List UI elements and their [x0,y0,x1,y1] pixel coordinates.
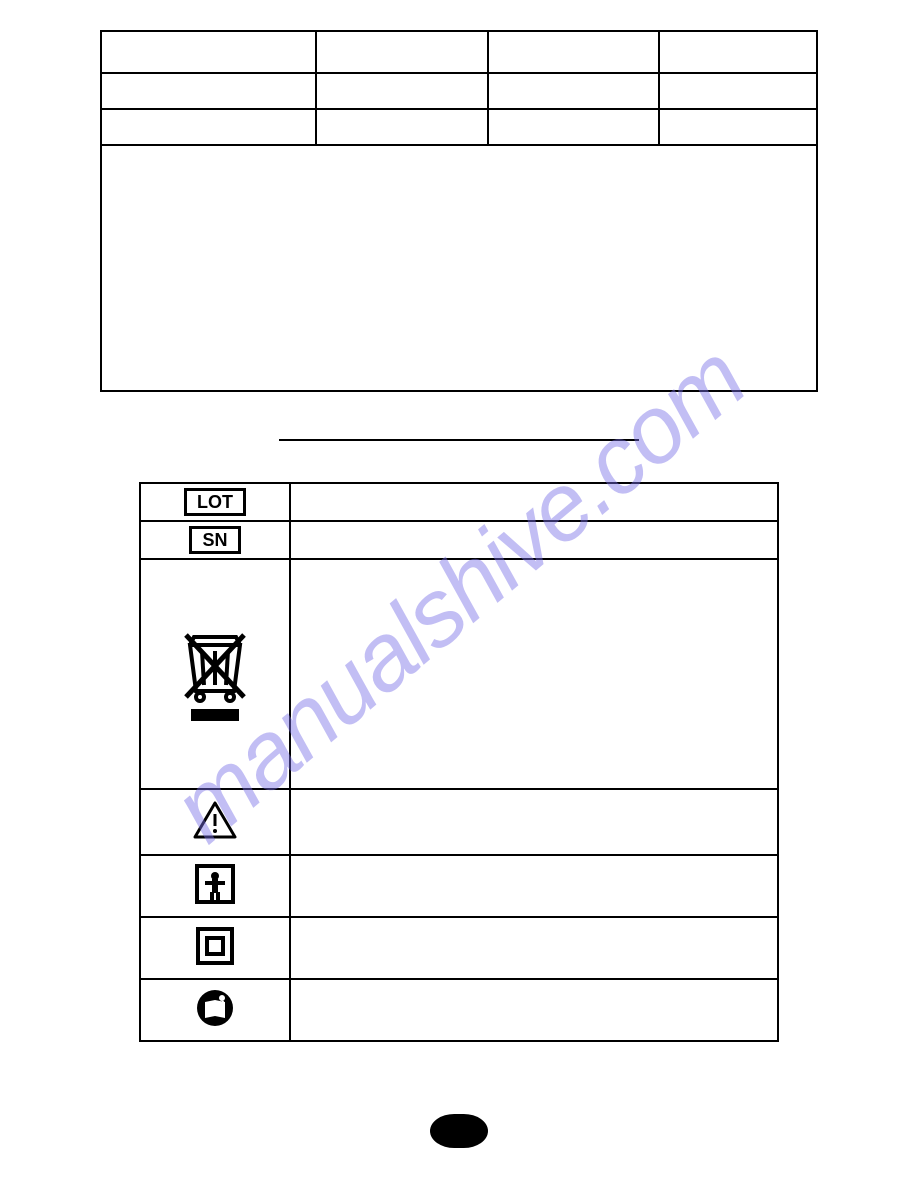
icon-cell: LOT [140,483,290,521]
table-cell [488,73,660,109]
table-cell [488,109,660,145]
desc-cell [290,979,778,1041]
weee-bar-icon [191,709,239,721]
icon-cell [140,789,290,855]
table-cell [488,31,660,73]
table-cell [316,31,488,73]
desc-cell [290,521,778,559]
table-cell [101,31,316,73]
table-cell [316,109,488,145]
desc-cell [290,855,778,917]
desc-cell [290,559,778,789]
icon-cell: SN [140,521,290,559]
weee-bin-icon [182,627,248,703]
table-row [140,789,778,855]
note-cell [101,145,817,391]
table-row: LOT [140,483,778,521]
icon-cell [140,979,290,1041]
table-cell [659,73,817,109]
table-row [140,559,778,789]
underline-rule [279,439,639,441]
table-row: SN [140,521,778,559]
table-row [101,31,817,73]
icon-cell [140,917,290,979]
table-cell [316,73,488,109]
page-number-badge [430,1114,488,1148]
desc-cell [290,483,778,521]
table-cell [101,109,316,145]
table-row [140,979,778,1041]
desc-cell [290,917,778,979]
desc-cell [290,789,778,855]
symbol-legend-table: LOT SN [139,482,779,1042]
table-row [101,73,817,109]
warning-triangle-icon [193,800,237,840]
read-manual-icon [195,988,235,1028]
class-ii-equipment-icon [195,926,235,966]
table-row [140,917,778,979]
lot-label: LOT [184,488,246,516]
table-row [101,109,817,145]
table-row [101,145,817,391]
section-divider [100,434,818,452]
table-row [140,855,778,917]
sn-label: SN [189,526,240,554]
table-cell [101,73,316,109]
icon-cell [140,559,290,789]
emc-immunity-table [100,30,818,392]
icon-cell [140,855,290,917]
table-cell [659,31,817,73]
type-bf-applied-part-icon [195,864,235,904]
table-cell [659,109,817,145]
